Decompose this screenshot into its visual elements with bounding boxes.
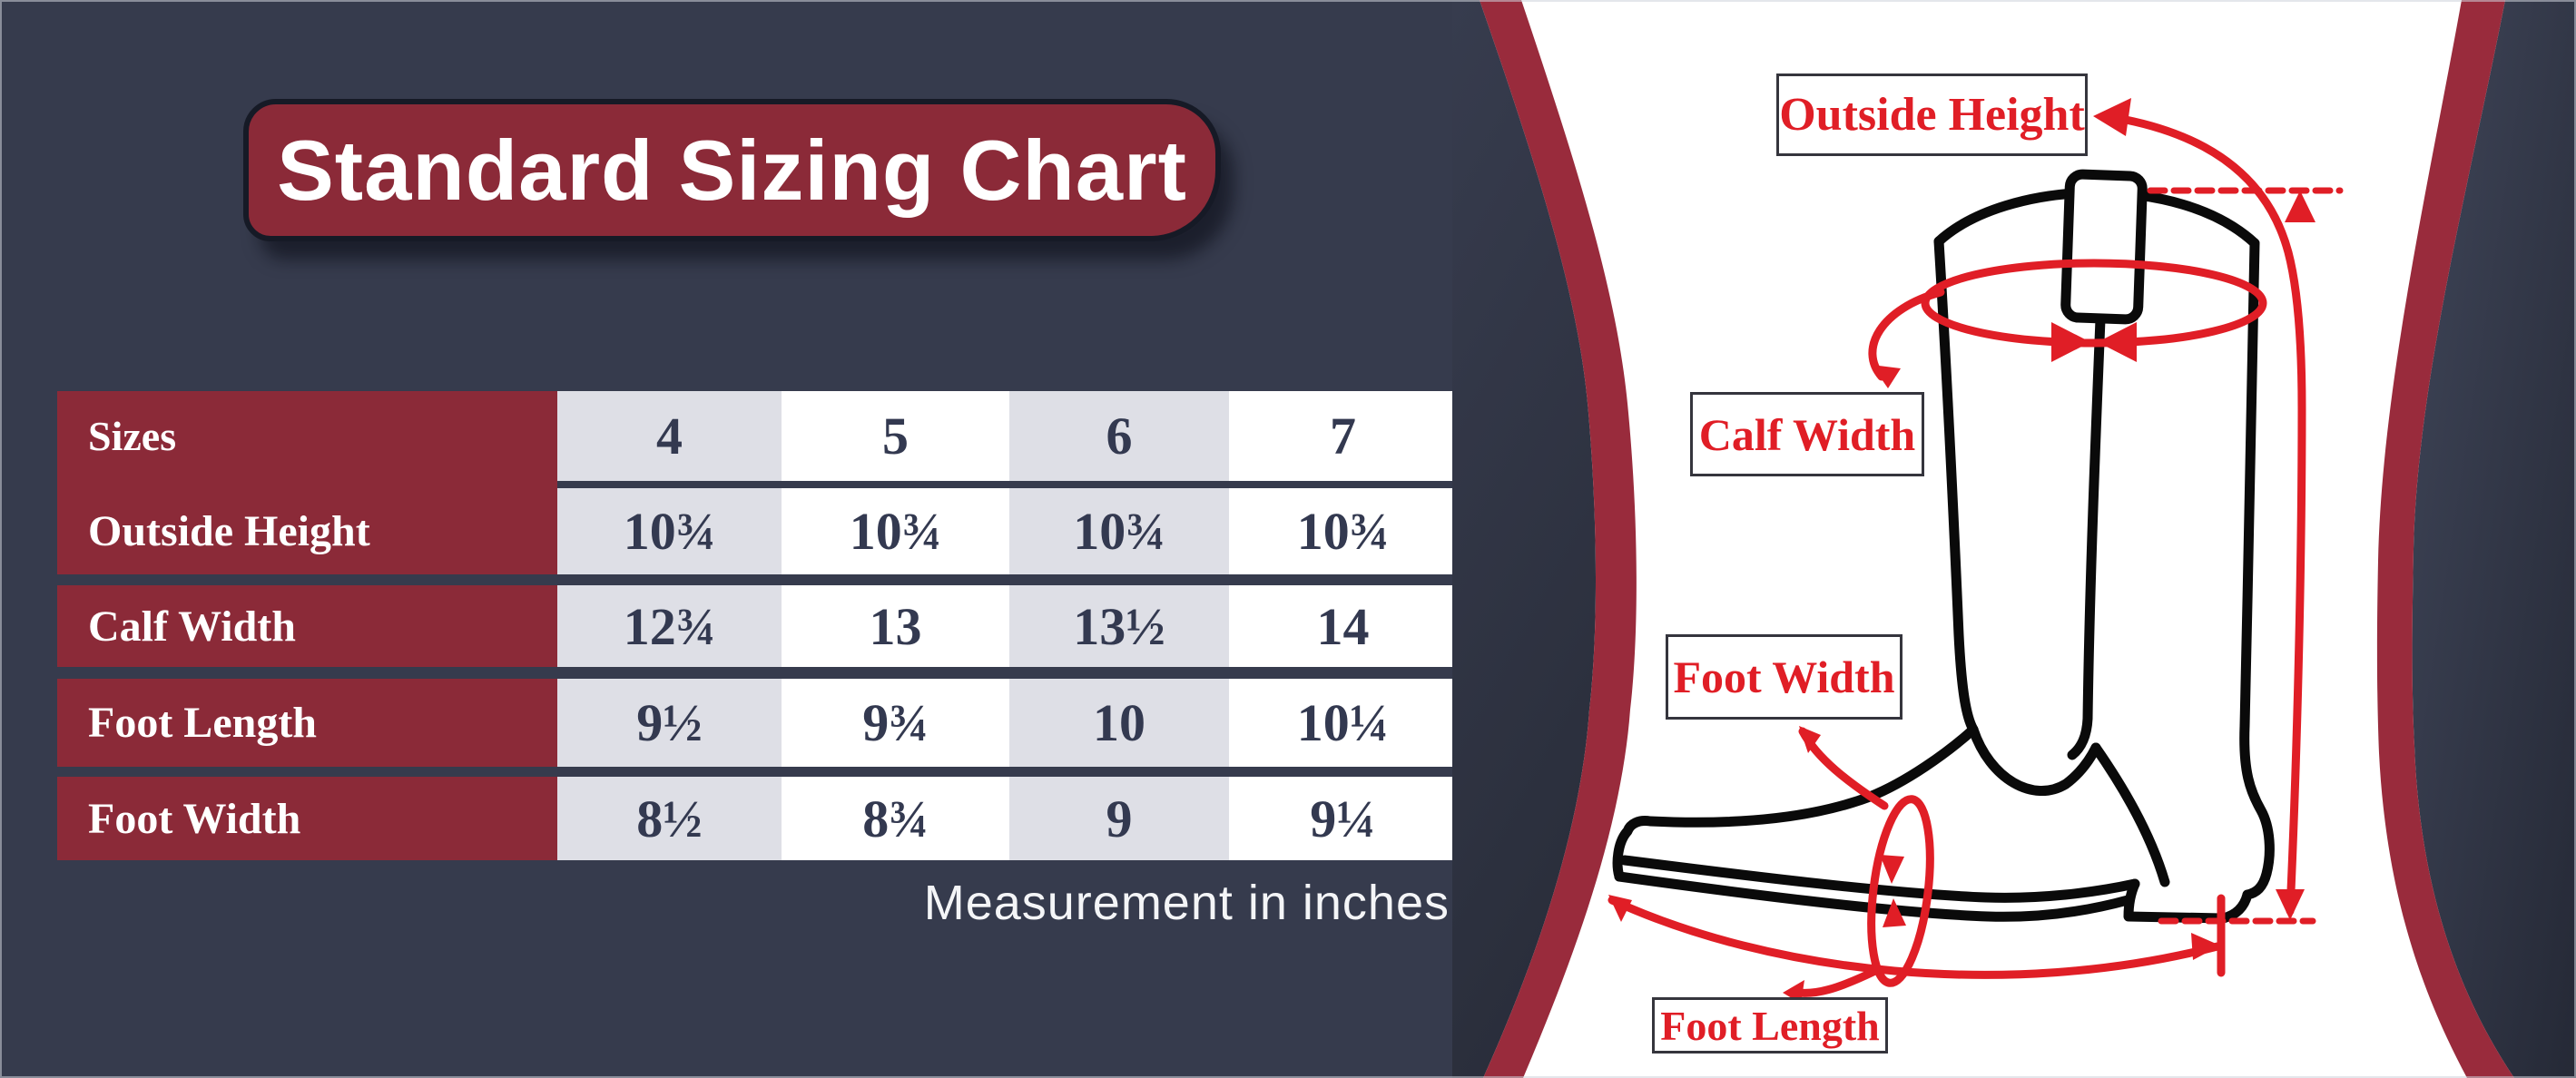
boot-silhouette [1616,192,2270,918]
header-size-7: 7 [1229,391,1453,481]
boot-foot-top [1612,724,1979,882]
right-maroon-band [2376,0,2514,1078]
row-label-foot-length: Foot Length [57,679,557,767]
header-size-6: 6 [1006,391,1229,481]
foot-length-arrow [1608,896,2222,979]
boot-ankle-seam [1968,724,2101,797]
outside-height-label: Outside Height [1776,74,2088,156]
cell-foot-length-6: 10 [1006,679,1229,767]
row-label-foot-width: Foot Width [57,777,557,860]
foot-width-ellipse [1867,795,1934,987]
cell-calf-width-7: 14 [1229,585,1453,667]
title-banner: Standard Sizing Chart [243,99,1221,241]
left-maroon-band [1480,0,1637,1078]
cell-foot-width-7: 9¼ [1229,777,1453,860]
table-label-column-top: Sizes Outside Height [57,391,557,574]
measurement-unit-note: Measurement in inches [923,876,1450,930]
calf-width-label: Calf Width [1690,392,1924,476]
foot-width-down-arrowhead-icon [1880,855,1904,884]
page-title: Standard Sizing Chart [277,122,1187,218]
table-header-row: 4 5 6 7 [557,391,1453,481]
cell-foot-length-5: 9¾ [782,679,1006,767]
table-row: 9½ 9¾ 10 10¼ [557,679,1453,767]
boot-diagram-panel [1452,0,2576,1078]
calf-arrowhead-left-icon [2051,322,2090,362]
row-label-calf-width: Calf Width [57,585,557,667]
height-bottom-arrowhead-icon [2276,889,2305,920]
header-size-5: 5 [782,391,1006,481]
boot-sole-bottom [1614,871,2133,922]
calf-width-ellipse [1921,259,2267,348]
boot-back-edge [2239,238,2275,900]
cell-foot-length-7: 10¼ [1229,679,1453,767]
boot-front-seam [2067,314,2106,760]
cell-outside-height-6: 10¾ [1006,488,1229,574]
foot-length-label: Foot Length [1652,997,1888,1054]
cell-outside-height-4: 10¾ [557,488,782,574]
table-row: 12¾ 13 13½ 14 [557,585,1453,667]
height-top-arrowhead-icon [2285,191,2315,222]
cell-foot-width-5: 8¾ [782,777,1006,860]
boot-outline [1612,169,2275,924]
table-row: 8½ 8¾ 9 9¼ [557,777,1453,860]
cell-calf-width-6: 13½ [1006,585,1229,667]
cell-calf-width-5: 13 [782,585,1006,667]
cell-calf-width-4: 12¾ [557,585,782,667]
calf-arrowhead-right-icon [2098,322,2137,362]
boot-heel-block [2123,878,2253,924]
table-header-sizes: Sizes [88,413,177,459]
header-size-4: 4 [557,391,782,481]
row-label-outside-height: Outside Height [88,507,370,555]
boot-sole-welt [1619,855,2140,903]
cell-outside-height-5: 10¾ [782,488,1006,574]
right-navy-curve [2412,0,2576,1078]
calf-label-arrowhead-icon [1872,365,1901,388]
cell-foot-length-4: 9½ [557,679,782,767]
boot-counter-seam [2090,742,2170,887]
outside-height-label-arrowhead-icon [2093,98,2131,136]
foot-width-up-arrowhead-icon [1883,898,1906,927]
left-navy-curve [1452,0,1596,1078]
boot-front-edge [1933,236,1979,735]
cell-outside-height-7: 10¾ [1229,488,1453,574]
outside-height-arrow [2121,115,2306,916]
cell-foot-width-4: 8½ [557,777,782,860]
table-row: 10¾ 10¾ 10¾ 10¾ [557,488,1453,574]
cell-foot-width-6: 9 [1006,777,1229,860]
arrowheads [1608,98,2315,1004]
foot-length-left-arrowhead-icon [1608,895,1632,922]
boot-pull-strap [2060,169,2148,325]
foot-width-label-arrowhead-icon [1799,726,1821,753]
boot-illustration [1452,0,2576,1078]
foot-width-label: Foot Width [1666,634,1903,720]
foot-length-right-arrowhead-icon [2191,933,2220,960]
measure-annotations [1608,115,2344,997]
